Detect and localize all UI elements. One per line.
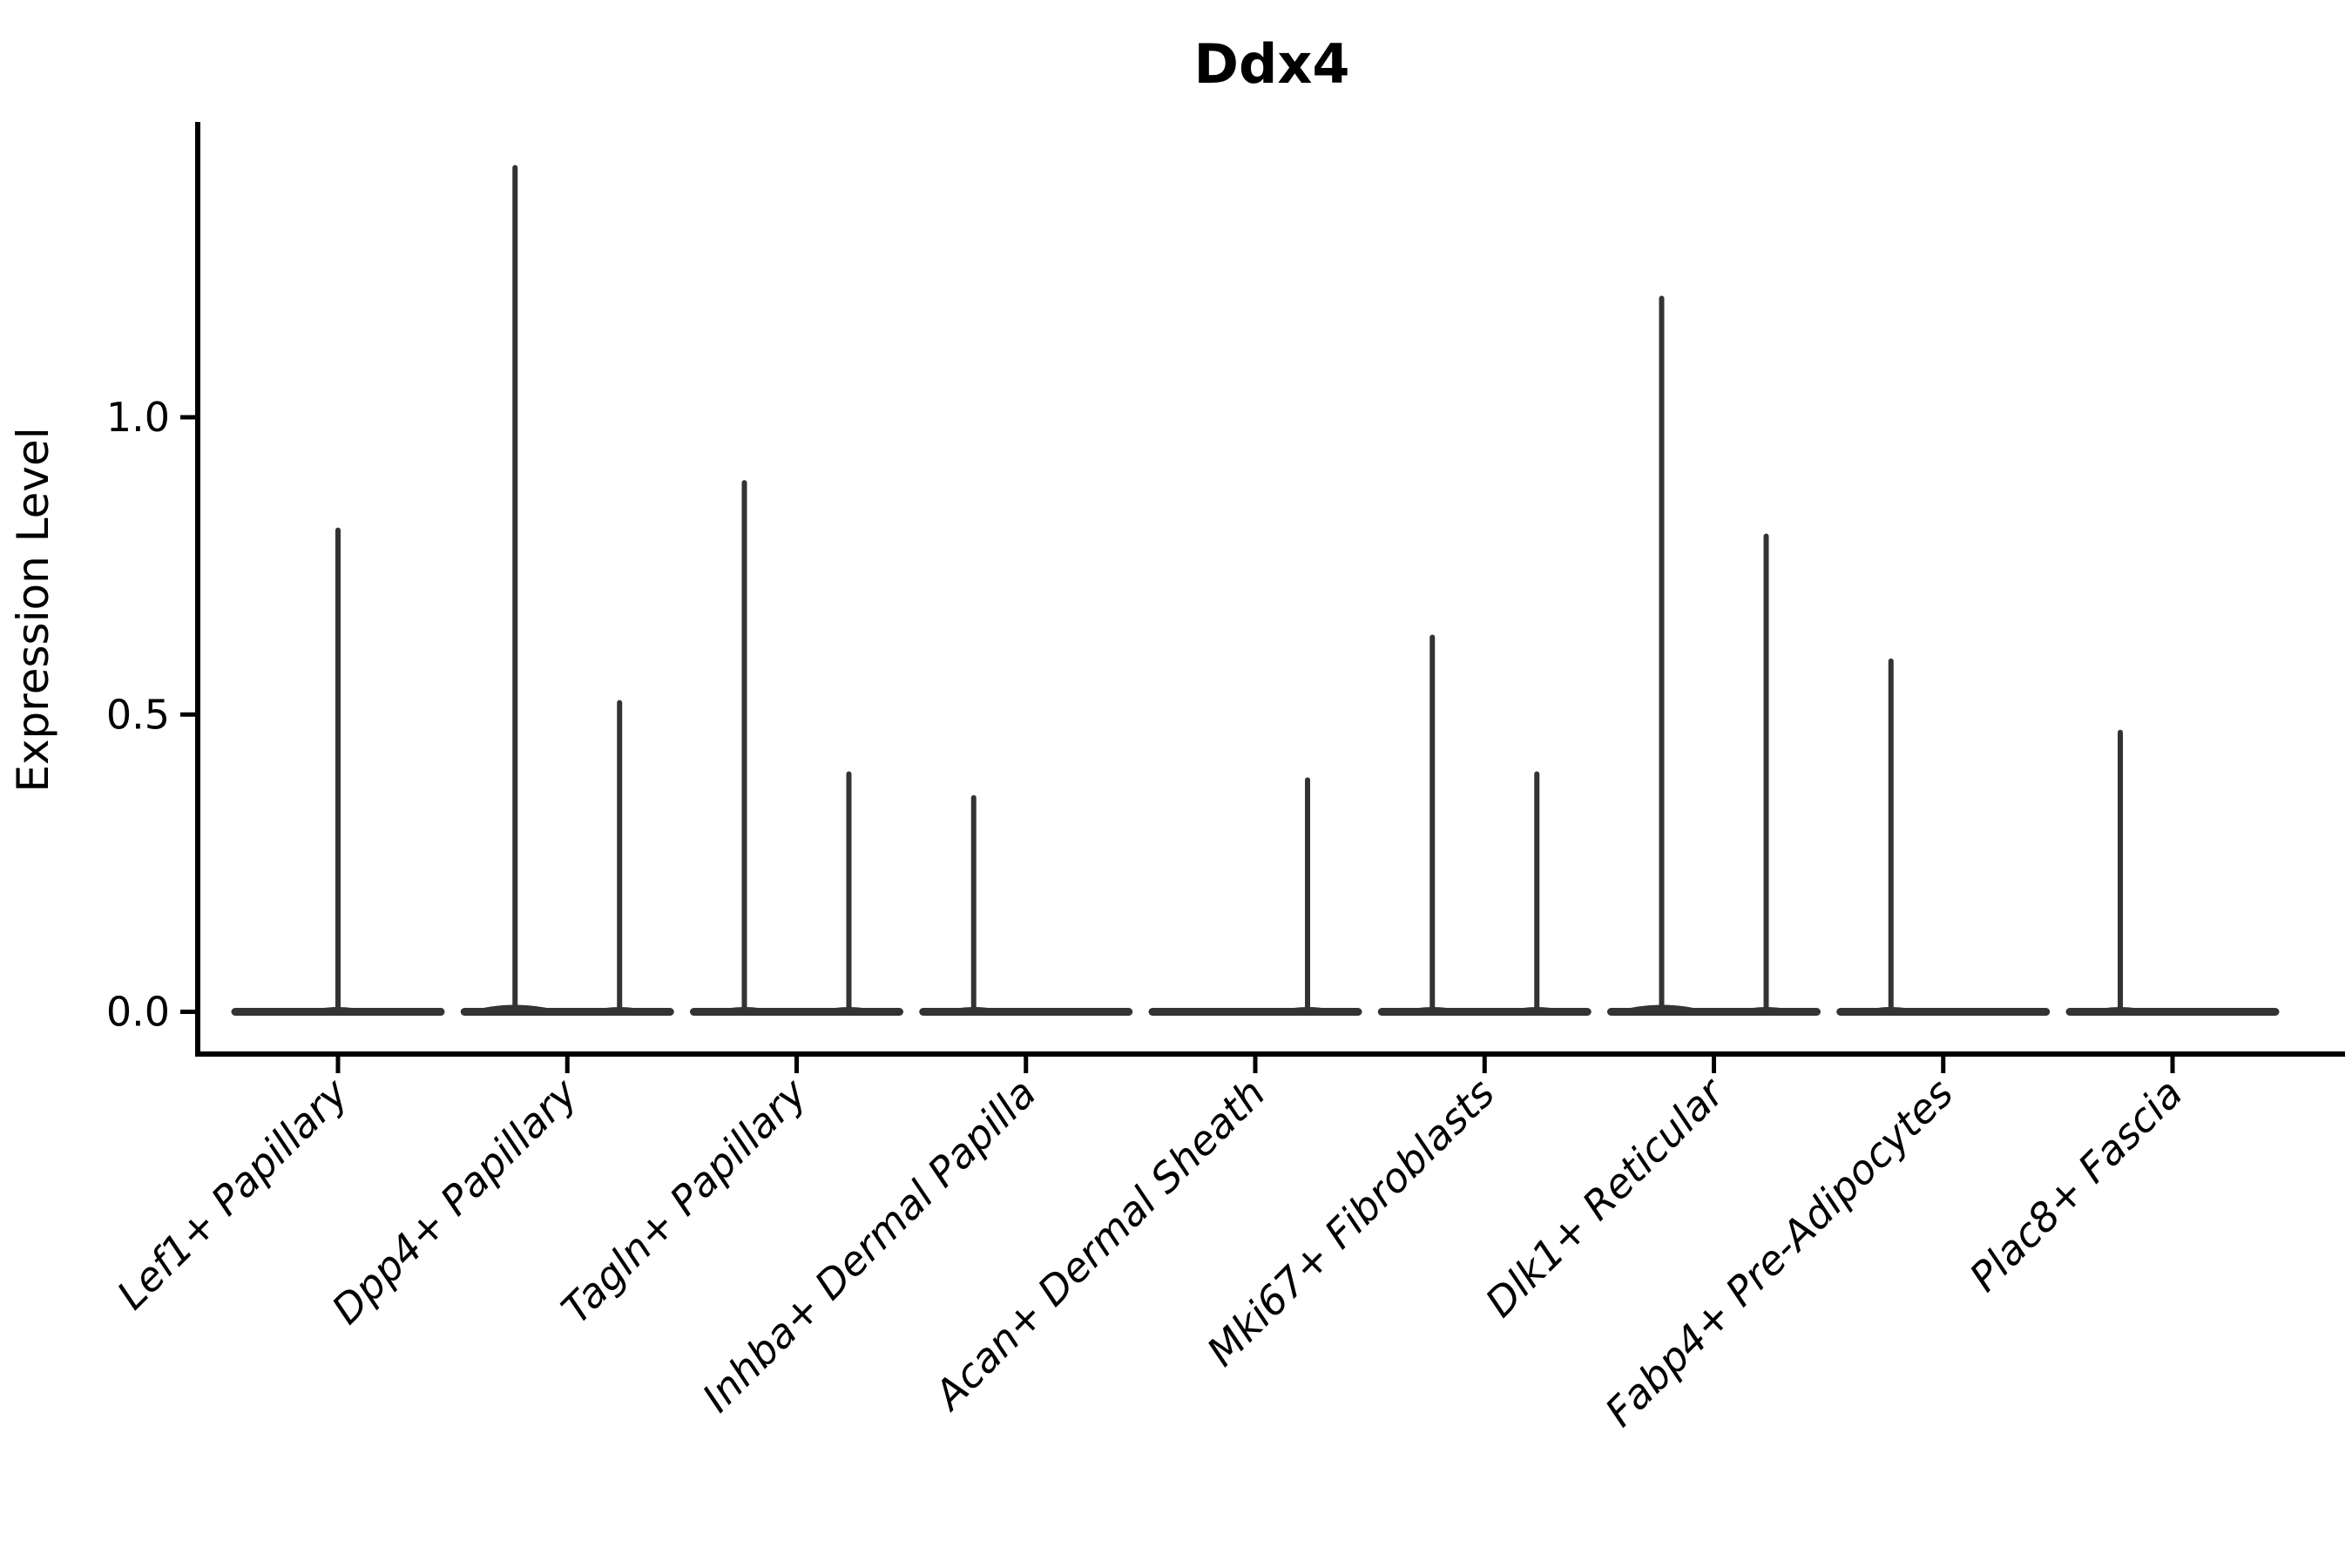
y-tick-label: 1.0 xyxy=(106,394,170,441)
y-tick-label: 0.5 xyxy=(106,691,170,738)
x-tick-label: Tagln+ Papillary xyxy=(552,1069,816,1333)
chart-title: Ddx4 xyxy=(1194,32,1350,96)
x-tick-label: Dlk1+ Reticular xyxy=(1477,1067,1735,1326)
x-tick-label: Dpp4+ Papillary xyxy=(322,1069,586,1333)
x-tick-label: Lef1+ Papillary xyxy=(108,1069,357,1318)
x-tick-label: Plac8+ Fascia xyxy=(1960,1070,2191,1301)
axes-layer: 0.0 0.5 1.0 xyxy=(106,122,2345,1073)
violin-layer xyxy=(231,165,2280,1016)
y-tick-label: 0.0 xyxy=(106,989,170,1036)
y-axis-label: Expression Level xyxy=(8,427,58,792)
